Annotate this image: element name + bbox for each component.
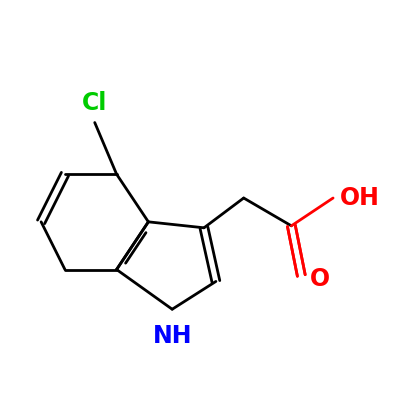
- Text: O: O: [310, 268, 330, 292]
- Text: NH: NH: [152, 324, 192, 348]
- Text: Cl: Cl: [82, 91, 108, 115]
- Text: OH: OH: [340, 186, 380, 210]
